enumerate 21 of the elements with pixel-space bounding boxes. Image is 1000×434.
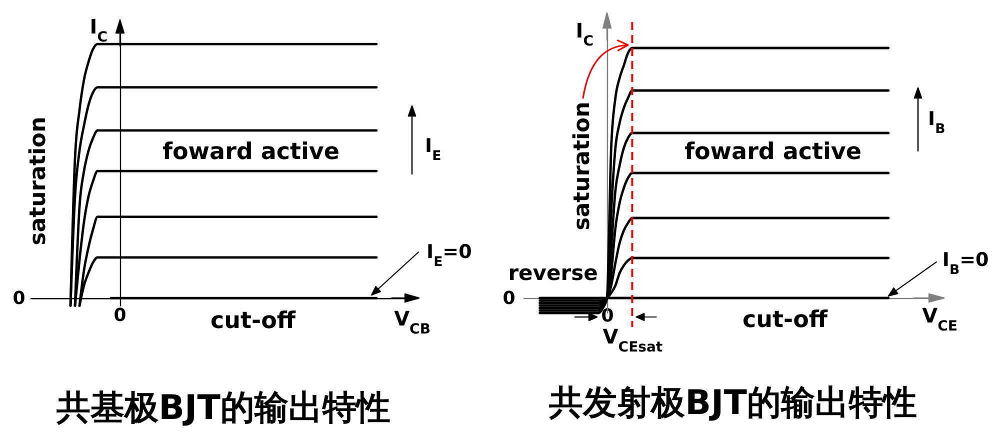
text: I$_{E}$=0	[426, 241, 472, 270]
annotation: foward active	[162, 139, 340, 165]
x-axis-title: V$_{CB}$	[394, 306, 430, 338]
annotation: saturation	[26, 116, 51, 246]
text: I$_{E}$	[425, 135, 442, 164]
x-axis-title: V$_{CE}$	[922, 304, 958, 334]
text: 0	[12, 288, 26, 309]
text: I$_{B}$=0	[942, 249, 989, 278]
annotation: foward active	[684, 139, 862, 165]
text: 0	[502, 288, 516, 309]
annotation: cut-off	[742, 307, 828, 333]
text: 共发射极BJT的输出特性	[548, 383, 917, 423]
annotation: reverse	[508, 261, 598, 285]
text: 共基极BJT的输出特性	[56, 388, 390, 428]
annotation: 0	[114, 305, 126, 326]
text: cut-off	[210, 308, 296, 334]
annotation: saturation	[570, 102, 595, 230]
y-axis-title: I$_{C}$	[90, 14, 108, 46]
y-axis-title: I$_{C}$	[576, 18, 594, 50]
x-tick-label: V$_{CEsat}$	[602, 324, 663, 356]
annotation: I$_{B}$	[928, 108, 946, 136]
